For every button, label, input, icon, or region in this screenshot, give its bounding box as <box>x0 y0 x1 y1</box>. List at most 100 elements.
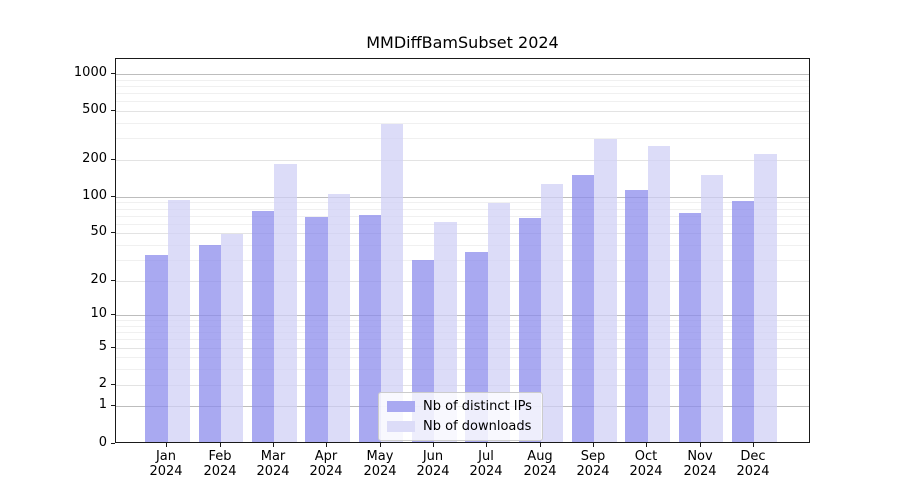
gridline-100 <box>116 197 809 198</box>
x-tick-jun <box>433 443 434 447</box>
x-tick-label-feb: Feb 2024 <box>203 449 237 479</box>
bar-distinct-ips-may <box>358 214 381 442</box>
minor-gridline-900 <box>116 80 809 81</box>
x-tick-dec <box>753 443 754 447</box>
x-tick-nov <box>700 443 701 447</box>
x-tick-jul <box>486 443 487 447</box>
gridline-5 <box>116 348 809 349</box>
bar-distinct-ips-oct <box>625 190 648 442</box>
y-tick-5 <box>111 347 115 348</box>
bar-downloads-oct <box>647 146 671 442</box>
gridline-20 <box>116 281 809 282</box>
x-tick-label-sep: Sep 2024 <box>576 449 610 479</box>
bar-downloads-sep <box>594 138 617 442</box>
minor-gridline-300 <box>116 138 809 139</box>
minor-gridline-8 <box>116 326 809 327</box>
bar-downloads-apr <box>327 194 351 442</box>
x-tick-label-dec: Dec 2024 <box>736 449 770 479</box>
y-tick-label-1000: 1000 <box>73 65 107 80</box>
bar-distinct-ips-apr <box>305 216 328 442</box>
y-tick-50 <box>111 232 115 233</box>
x-tick-label-mar: Mar 2024 <box>256 449 290 479</box>
y-tick-label-50: 50 <box>90 224 107 239</box>
legend-entry-downloads: Nb of downloads <box>387 419 532 434</box>
x-tick-mar <box>273 443 274 447</box>
minor-gridline-40 <box>116 245 809 246</box>
x-tick-label-jun: Jun 2024 <box>416 449 450 479</box>
bar-downloads-may <box>381 124 404 442</box>
bar-distinct-ips-aug <box>518 218 541 442</box>
gridline-10 <box>116 315 809 316</box>
plot-area <box>115 58 810 443</box>
legend-swatch-distinct-ips <box>387 401 415 412</box>
x-tick-feb <box>220 443 221 447</box>
bar-downloads-aug <box>541 184 564 442</box>
x-tick-may <box>380 443 381 447</box>
bar-distinct-ips-sep <box>571 174 595 442</box>
minor-gridline-9 <box>116 320 809 321</box>
y-tick-500 <box>111 110 115 111</box>
y-tick-1 <box>111 405 115 406</box>
minor-gridline-90 <box>116 202 809 203</box>
bar-distinct-ips-dec <box>731 200 755 442</box>
bar-downloads-feb <box>221 234 244 442</box>
y-tick-10 <box>111 314 115 315</box>
bar-distinct-ips-jan <box>145 255 168 442</box>
bar-downloads-jan <box>167 199 191 442</box>
x-tick-label-jan: Jan 2024 <box>149 449 183 479</box>
minor-gridline-700 <box>116 93 809 94</box>
legend-swatch-downloads <box>387 421 415 432</box>
y-tick-label-20: 20 <box>90 272 107 287</box>
gridline-2 <box>116 385 809 386</box>
minor-gridline-70 <box>116 216 809 217</box>
x-tick-label-aug: Aug 2024 <box>523 449 557 479</box>
y-tick-label-10: 10 <box>90 306 107 321</box>
legend-label-distinct-ips: Nb of distinct IPs <box>423 399 532 414</box>
y-tick-label-0: 0 <box>98 435 107 450</box>
x-tick-aug <box>540 443 541 447</box>
x-tick-apr <box>326 443 327 447</box>
x-tick-oct <box>646 443 647 447</box>
y-tick-1000 <box>111 73 115 74</box>
bar-downloads-jun <box>434 222 457 442</box>
x-tick-label-jul: Jul 2024 <box>469 449 503 479</box>
y-tick-label-5: 5 <box>98 339 107 354</box>
legend-entry-distinct-ips: Nb of distinct IPs <box>387 399 532 414</box>
bar-downloads-nov <box>701 174 724 442</box>
x-tick-jan <box>166 443 167 447</box>
bar-distinct-ips-nov <box>678 213 701 442</box>
gridline-200 <box>116 160 809 161</box>
bar-downloads-jul <box>487 202 511 442</box>
x-tick-sep <box>593 443 594 447</box>
y-tick-label-500: 500 <box>82 102 107 117</box>
legend-label-downloads: Nb of downloads <box>423 419 532 434</box>
gridline-500 <box>116 111 809 112</box>
minor-gridline-30 <box>116 260 809 261</box>
minor-gridline-4 <box>116 357 809 358</box>
y-tick-label-1: 1 <box>98 397 107 412</box>
x-tick-label-may: May 2024 <box>363 449 397 479</box>
gridline-1000 <box>116 74 809 75</box>
minor-gridline-3 <box>116 369 809 370</box>
minor-gridline-800 <box>116 86 809 87</box>
y-tick-label-200: 200 <box>82 151 107 166</box>
y-tick-100 <box>111 196 115 197</box>
chart-title: MMDiffBamSubset 2024 <box>366 33 559 52</box>
bar-distinct-ips-feb <box>198 244 221 442</box>
x-tick-label-oct: Oct 2024 <box>629 449 663 479</box>
x-tick-label-apr: Apr 2024 <box>309 449 343 479</box>
minor-gridline-60 <box>116 224 809 225</box>
bar-distinct-ips-mar <box>252 210 275 442</box>
minor-gridline-400 <box>116 123 809 124</box>
minor-gridline-600 <box>116 101 809 102</box>
x-tick-label-nov: Nov 2024 <box>683 449 717 479</box>
y-tick-200 <box>111 159 115 160</box>
y-tick-20 <box>111 280 115 281</box>
minor-gridline-6 <box>116 339 809 340</box>
gridline-50 <box>116 233 809 234</box>
minor-gridline-7 <box>116 332 809 333</box>
y-tick-label-100: 100 <box>82 188 107 203</box>
minor-gridline-80 <box>116 209 809 210</box>
y-tick-label-2: 2 <box>98 376 107 391</box>
